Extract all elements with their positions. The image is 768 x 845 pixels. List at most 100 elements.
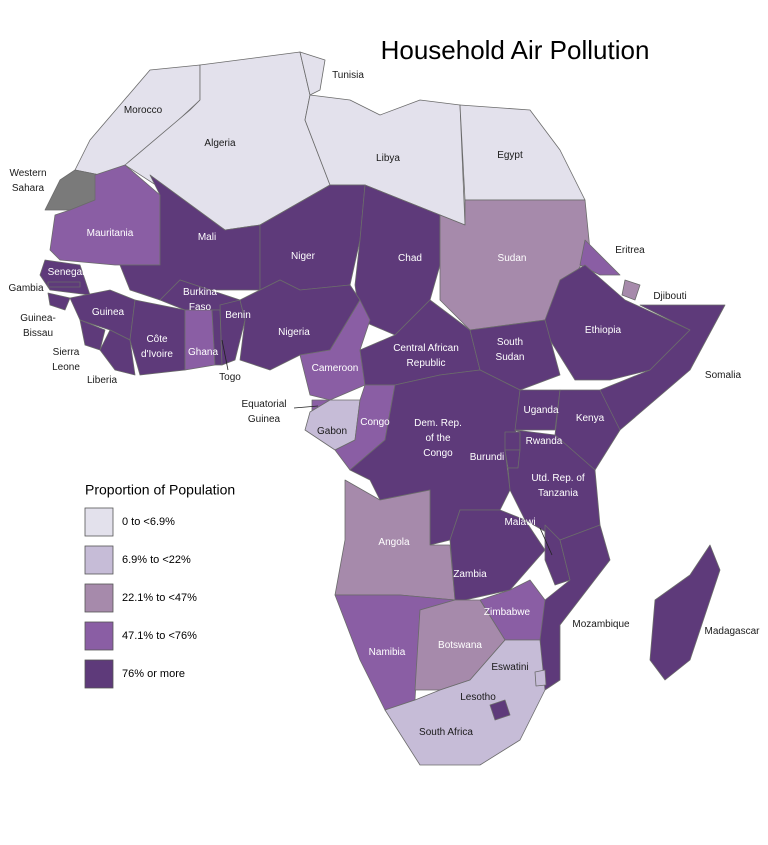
- country-label: Namibia: [369, 647, 406, 658]
- country-label-line: Dem. Rep.: [414, 418, 462, 429]
- country-label: Rwanda: [526, 436, 563, 447]
- country-label-line: Algeria: [204, 138, 236, 149]
- country-label-line: Liberia: [87, 375, 117, 386]
- country-label-line: Burkina: [183, 287, 217, 298]
- country-label: Burkina Faso: [183, 287, 217, 313]
- country: [514, 389, 561, 431]
- country-label-line: Sierra: [53, 347, 80, 358]
- country-label: Togo: [219, 372, 241, 383]
- country: [649, 544, 721, 681]
- country: [129, 299, 186, 376]
- country-label: Dem. Rep. of the Congo: [414, 418, 462, 459]
- country-label: Eritrea: [615, 245, 645, 256]
- country-label-line: Niger: [291, 251, 316, 262]
- country-label: Burundi: [470, 452, 504, 463]
- country-label-line: Rwanda: [526, 436, 563, 447]
- country-label-line: Mali: [198, 232, 216, 243]
- map-title: Household Air Pollution: [381, 35, 650, 65]
- country-label-line: Zimbabwe: [484, 607, 531, 618]
- country-label: Libya: [376, 153, 400, 164]
- country-label-line: Utd. Rep. of: [531, 473, 585, 484]
- country-label-line: Mozambique: [572, 619, 630, 630]
- country-label-line: Bissau: [23, 328, 53, 339]
- country-label: Central African Republic: [393, 343, 459, 369]
- country-label-line: Tanzania: [538, 488, 578, 499]
- country: [99, 329, 136, 376]
- country-label-line: Angola: [378, 537, 410, 548]
- country-label: Ethiopia: [585, 325, 622, 336]
- legend-swatch: [84, 507, 114, 537]
- country-label-line: Zambia: [453, 569, 487, 580]
- country-label-line: Guinea: [92, 307, 125, 318]
- country-label-line: Sahara: [12, 183, 45, 194]
- legend-label: 76% or more: [122, 668, 185, 680]
- legend-swatch: [84, 583, 114, 613]
- country: [534, 669, 547, 687]
- country-label: Chad: [398, 253, 422, 264]
- country-label-line: Leone: [52, 362, 80, 373]
- country-label-line: Congo: [423, 448, 453, 459]
- country-label-line: Madagascar: [704, 626, 760, 637]
- country-label: Utd. Rep. of Tanzania: [531, 473, 585, 499]
- country-label-line: Central African: [393, 343, 459, 354]
- country: [504, 431, 521, 451]
- country-label: Algeria: [204, 138, 236, 149]
- labels: Morocco Algeria Tunisia Libya Egypt Western Sa…: [8, 70, 760, 738]
- country-label-line: Tunisia: [332, 70, 364, 81]
- country-label-line: Cameroon: [312, 363, 359, 374]
- country-label-line: Eritrea: [615, 245, 645, 256]
- legend-title: Proportion of Population: [85, 482, 235, 498]
- legend: 0 to <6.9% 6.9% to <22% 22.1% to <47% 47.1%…: [84, 507, 197, 689]
- country: [579, 239, 621, 276]
- legend-swatch: [84, 659, 114, 689]
- leader-line: [221, 339, 229, 371]
- country-label: Malawi: [504, 517, 535, 528]
- legend-swatch: [84, 621, 114, 651]
- country-label-line: Eswatini: [491, 662, 528, 673]
- country: [504, 449, 521, 469]
- country-label-line: Lesotho: [460, 692, 496, 703]
- legend-label: 0 to <6.9%: [122, 516, 175, 528]
- country-label: Somalia: [705, 370, 742, 381]
- country-label: Egypt: [497, 150, 523, 161]
- country-label-line: Ethiopia: [585, 325, 622, 336]
- country-label: Western Sahara: [9, 168, 46, 194]
- leader-line: [539, 527, 553, 556]
- country: [459, 104, 586, 201]
- country-label-line: Uganda: [523, 405, 558, 416]
- country-label-line: Morocco: [124, 105, 163, 116]
- country-label: Zambia: [453, 569, 487, 580]
- country-label-line: Gabon: [317, 426, 347, 437]
- country-label: Guinea: [92, 307, 125, 318]
- country: [544, 524, 571, 586]
- country-label-line: Republic: [407, 358, 446, 369]
- country: [554, 389, 621, 471]
- country-label: Mauritania: [87, 228, 134, 239]
- legend-label: 47.1% to <76%: [122, 630, 197, 642]
- leader-line: [293, 405, 319, 409]
- country-label-line: Botswana: [438, 640, 482, 651]
- country: [384, 639, 546, 766]
- country-label: Gambia: [8, 283, 43, 294]
- country-label: Angola: [378, 537, 410, 548]
- country-label: South Africa: [419, 727, 473, 738]
- country-label: Nigeria: [278, 327, 310, 338]
- country-label: Zimbabwe: [484, 607, 531, 618]
- country-label-line: Benin: [225, 310, 251, 321]
- country-label-line: Ghana: [188, 347, 218, 358]
- country: [184, 309, 216, 371]
- country-label: Lesotho: [460, 692, 496, 703]
- country-label: Sierra Leone: [52, 347, 80, 373]
- country-label: Uganda: [523, 405, 558, 416]
- country-label-line: Djibouti: [653, 291, 686, 302]
- country-label-line: Equatorial: [241, 399, 286, 410]
- country-label-line: Côte: [146, 334, 168, 345]
- country-label-line: Congo: [360, 417, 390, 428]
- country-label: Cameroon: [312, 363, 359, 374]
- country-label-line: Egypt: [497, 150, 523, 161]
- country: [47, 281, 81, 288]
- leader-lines: [221, 339, 553, 556]
- country: [621, 279, 641, 301]
- country-label-line: Guinea-: [20, 313, 56, 324]
